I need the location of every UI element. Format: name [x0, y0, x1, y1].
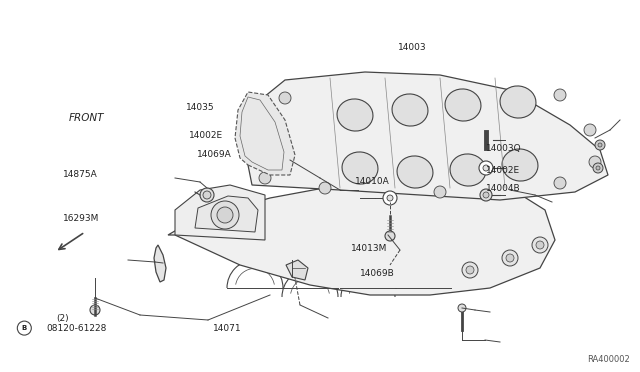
Circle shape [203, 191, 211, 199]
Circle shape [17, 321, 31, 335]
Ellipse shape [445, 89, 481, 121]
Polygon shape [235, 92, 295, 175]
Circle shape [479, 161, 493, 175]
Text: 14003: 14003 [398, 43, 427, 52]
Text: 08120-61228: 08120-61228 [46, 324, 106, 333]
Circle shape [434, 186, 446, 198]
Text: 14013M: 14013M [351, 244, 387, 253]
Polygon shape [154, 245, 166, 282]
Ellipse shape [397, 156, 433, 188]
Polygon shape [168, 178, 555, 295]
Circle shape [90, 305, 100, 315]
Circle shape [506, 254, 514, 262]
Circle shape [259, 172, 271, 184]
Circle shape [532, 237, 548, 253]
Circle shape [554, 177, 566, 189]
Ellipse shape [342, 152, 378, 184]
Circle shape [483, 165, 489, 171]
Text: 14875A: 14875A [63, 170, 97, 179]
Ellipse shape [337, 99, 373, 131]
Text: 14069B: 14069B [360, 269, 394, 278]
Circle shape [385, 231, 395, 241]
Circle shape [595, 140, 605, 150]
Circle shape [319, 182, 331, 194]
Circle shape [466, 266, 474, 274]
Text: 14010A: 14010A [355, 177, 390, 186]
Polygon shape [286, 260, 308, 280]
Circle shape [483, 192, 489, 198]
Ellipse shape [450, 154, 486, 186]
Polygon shape [175, 185, 265, 240]
Circle shape [554, 89, 566, 101]
Circle shape [480, 189, 492, 201]
Circle shape [211, 201, 239, 229]
Circle shape [502, 250, 518, 266]
Polygon shape [245, 72, 608, 200]
Circle shape [536, 241, 544, 249]
Text: 14002E: 14002E [189, 131, 223, 140]
Circle shape [200, 188, 214, 202]
Circle shape [596, 166, 600, 170]
Circle shape [458, 304, 466, 312]
Text: 14003Q: 14003Q [486, 144, 522, 153]
Circle shape [387, 195, 393, 201]
Polygon shape [195, 196, 258, 232]
Text: B: B [22, 325, 27, 331]
Circle shape [593, 163, 603, 173]
Text: 14071: 14071 [212, 324, 241, 333]
Circle shape [279, 92, 291, 104]
Circle shape [589, 156, 601, 168]
Circle shape [598, 143, 602, 147]
Circle shape [383, 191, 397, 205]
Circle shape [462, 262, 478, 278]
Text: 14069A: 14069A [197, 150, 232, 159]
Text: 16293M: 16293M [63, 214, 99, 223]
Text: (2): (2) [56, 314, 69, 323]
Text: FRONT: FRONT [69, 113, 104, 123]
Ellipse shape [502, 149, 538, 181]
Text: 14002E: 14002E [486, 166, 520, 175]
Circle shape [584, 124, 596, 136]
Text: 14004B: 14004B [486, 185, 521, 193]
Circle shape [217, 207, 233, 223]
Text: 14035: 14035 [186, 103, 214, 112]
Ellipse shape [500, 86, 536, 118]
Text: RA400002: RA400002 [588, 355, 630, 364]
Ellipse shape [392, 94, 428, 126]
